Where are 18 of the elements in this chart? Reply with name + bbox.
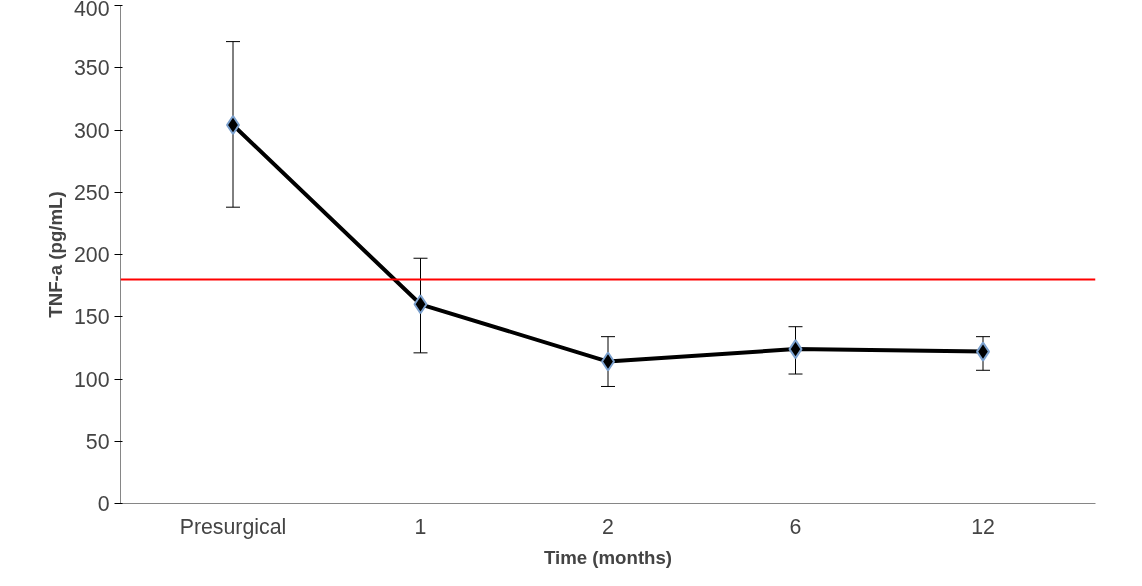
y-tick-label: 0: [97, 492, 110, 516]
y-tick-label: 100: [73, 367, 110, 392]
y-tick-label: 150: [73, 305, 110, 330]
y-tick-label: 50: [85, 429, 110, 454]
x-tick-label: 1: [414, 514, 427, 539]
point: [413, 294, 428, 315]
x-tick-label: Presurgical: [179, 514, 287, 539]
y-tick-label: 400: [73, 0, 110, 21]
point: [788, 339, 803, 360]
y-tick-label: 250: [73, 180, 110, 205]
x-tick-label: 2: [602, 514, 614, 539]
y-axis-title: TNF-a (pg/mL): [44, 191, 66, 318]
x-tick-label: 6: [789, 514, 802, 539]
y-tick-label: 300: [73, 118, 110, 143]
y-tick-label: 200: [73, 243, 110, 267]
x-tick-label: 12: [971, 514, 995, 539]
y-tick-label: 350: [73, 56, 110, 81]
x-axis-title: Time (months): [543, 546, 673, 568]
